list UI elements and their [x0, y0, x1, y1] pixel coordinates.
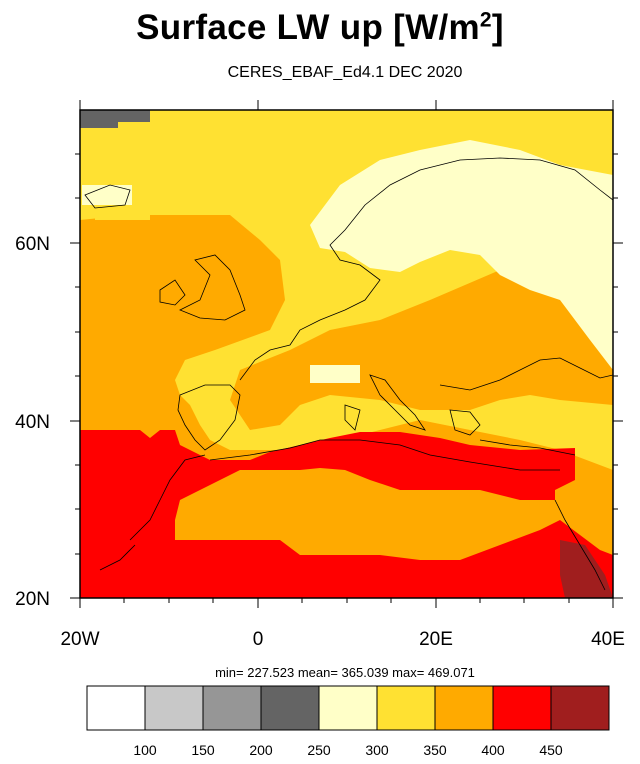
map-fields — [80, 110, 613, 598]
colorbar-labels: 100 150 200 250 300 350 400 450 — [133, 742, 563, 758]
lat-label: 40N — [15, 412, 50, 433]
colorbar-swatch — [376, 685, 436, 731]
lon-label: 0 — [253, 629, 264, 650]
colorbar-label: 250 — [307, 742, 331, 758]
colorbar-label: 350 — [423, 742, 447, 758]
colorbar-label: 300 — [365, 742, 389, 758]
lat-ticks — [70, 153, 623, 599]
lon-ticks — [79, 100, 614, 608]
colorbar-label: 150 — [191, 742, 215, 758]
stats-line: min= 227.523 mean= 365.039 max= 469.071 — [215, 665, 475, 680]
field-450-plus — [560, 540, 613, 598]
colorbar-label: 100 — [133, 742, 157, 758]
map-title: Surface LW up [W/m2] — [136, 8, 504, 47]
field-250-300 — [310, 140, 613, 370]
lon-label: 20E — [419, 629, 453, 650]
lat-labels: 60N 40N 20N — [15, 234, 50, 610]
colorbar-swatch — [260, 685, 320, 731]
colorbar-swatch — [550, 685, 610, 731]
coastlines — [84, 157, 613, 591]
map-subtitle: CERES_EBAF_Ed4.1 DEC 2020 — [227, 64, 463, 81]
colorbar-swatch — [86, 685, 146, 731]
colorbar-label: 400 — [481, 742, 505, 758]
field-200-250 — [80, 110, 150, 128]
colorbar-swatch — [492, 685, 552, 731]
lon-labels: 20W 0 20E 40E — [60, 629, 624, 650]
field-250-300-alps — [310, 365, 360, 383]
colorbar — [86, 685, 610, 731]
colorbar-swatch — [434, 685, 494, 731]
colorbar-swatch — [144, 685, 204, 731]
colorbar-label: 450 — [539, 742, 563, 758]
lat-label: 60N — [15, 234, 50, 255]
colorbar-swatch — [202, 685, 262, 731]
field-400-450 — [80, 430, 613, 598]
colorbar-swatch — [318, 685, 378, 731]
lon-label: 20W — [60, 629, 99, 650]
lat-label: 20N — [15, 589, 50, 610]
colorbar-label: 200 — [249, 742, 273, 758]
field-250-300-iceland — [82, 185, 132, 205]
lon-label: 40E — [591, 629, 625, 650]
